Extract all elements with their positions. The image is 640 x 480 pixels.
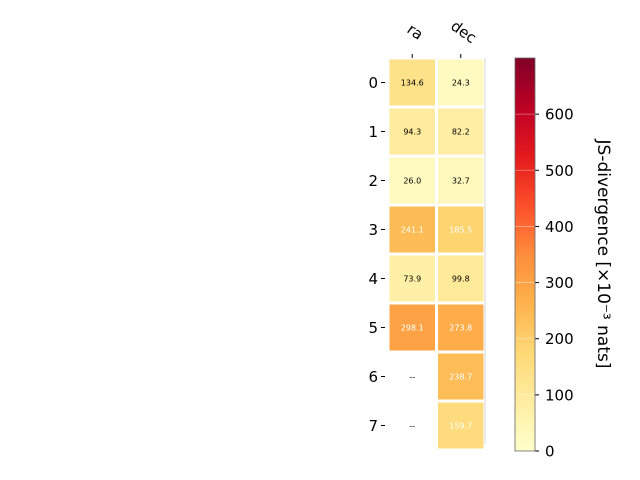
colorbar: 0 100 200 300 400 500 600 <box>514 57 574 461</box>
column-labels: ra dec <box>404 17 480 58</box>
cell-value-label: 73.9 <box>403 275 421 284</box>
colorbar-tick-label: 0 <box>545 443 555 461</box>
row-label-4: 4 <box>368 270 378 288</box>
cell-value-label: 26.0 <box>403 177 421 186</box>
heatmap-cell <box>438 157 484 204</box>
colorbar-tick-label: 300 <box>545 274 574 292</box>
heatmap-cell <box>389 255 435 302</box>
cell-value-label: -- <box>409 373 415 382</box>
heatmap-cell <box>389 108 435 155</box>
row-label-3: 3 <box>368 221 378 239</box>
colorbar-tick-label: 600 <box>545 106 574 124</box>
row-label-7: 7 <box>368 417 378 435</box>
row-label-2: 2 <box>368 172 378 190</box>
cell-value-label: 24.3 <box>452 79 470 88</box>
colorbar-label: JS-divergence [×10⁻³ nats] <box>593 139 613 369</box>
heatmap-cell <box>438 206 484 253</box>
heatmap-cell <box>389 304 435 351</box>
colorbar-frame <box>514 57 536 452</box>
cell-value-label: 32.7 <box>452 177 470 186</box>
cell-value-label: 241.1 <box>401 226 424 235</box>
cell-value-label: 94.3 <box>403 128 421 137</box>
colorbar-gradient <box>515 58 535 451</box>
heatmap-cell <box>438 255 484 302</box>
heatmap-cell <box>438 108 484 155</box>
cell-value-label: 99.8 <box>452 275 470 284</box>
row-labels: 0 1 2 3 4 5 6 7 <box>368 74 385 435</box>
cell-value-label: 238.7 <box>449 373 472 382</box>
heatmap-cell <box>389 157 435 204</box>
heatmap-cell <box>438 402 484 449</box>
heatmap-cell <box>438 353 484 400</box>
colorbar-tick-label: 400 <box>545 218 574 236</box>
cell-value-label: 134.6 <box>401 79 424 88</box>
cell-value-label: 298.1 <box>401 324 424 333</box>
row-label-0: 0 <box>368 74 378 92</box>
heatmap-cell <box>438 304 484 351</box>
cell-value-label: 185.5 <box>449 226 472 235</box>
cell-value-label: 159.7 <box>449 422 472 431</box>
heatmap-cell <box>438 59 484 106</box>
heatmap-cells: 134.6 24.3 94.3 82.2 26.0 32.7 241.1 185.5 73.9 9… <box>389 58 486 449</box>
column-label-ra: ra <box>404 20 427 44</box>
heatmap-cell <box>389 59 435 106</box>
colorbar-tick-label: 200 <box>545 330 574 348</box>
row-label-5: 5 <box>368 319 378 337</box>
row-label-6: 6 <box>368 368 378 386</box>
cell-value-label: 82.2 <box>452 128 470 137</box>
colorbar-tick-label: 500 <box>545 162 574 180</box>
heatmap-cell <box>389 206 435 253</box>
colorbar-tick-label: 100 <box>545 386 574 404</box>
cell-value-label: -- <box>409 422 415 431</box>
cell-value-label: 273.8 <box>449 324 472 333</box>
column-label-dec: dec <box>447 17 479 47</box>
row-label-1: 1 <box>368 123 378 141</box>
